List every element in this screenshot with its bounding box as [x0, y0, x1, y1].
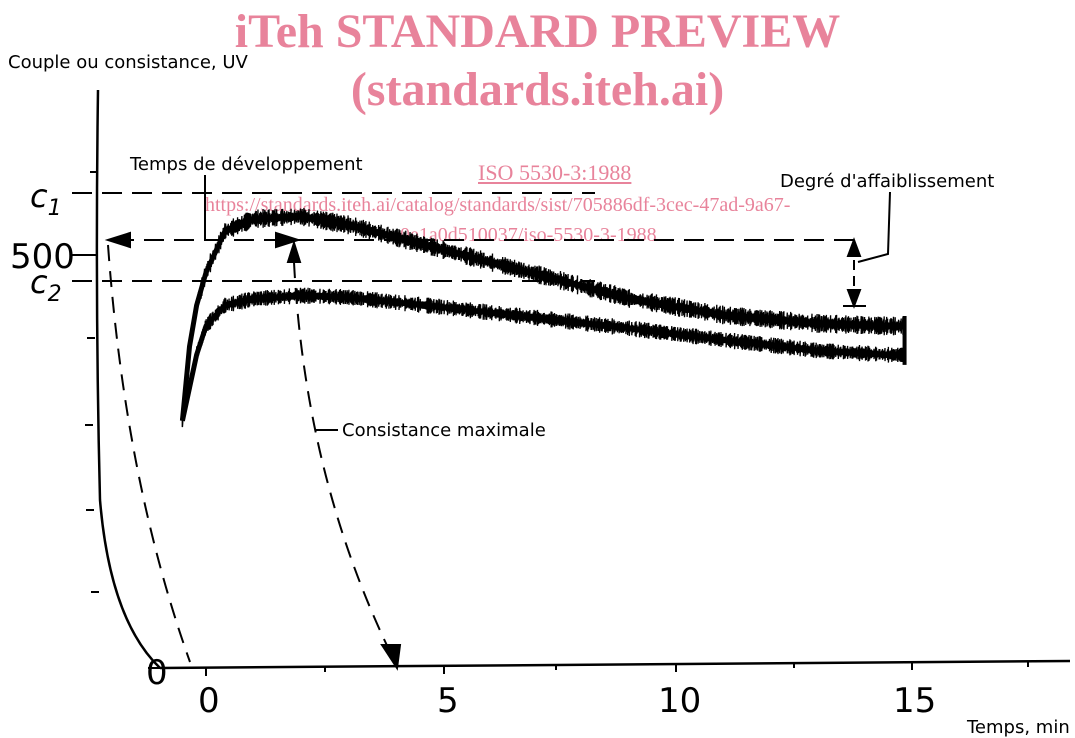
watermark-title: iTeh STANDARD PREVIEW: [234, 5, 841, 58]
time-axis-arrowhead: [380, 644, 402, 671]
axes: [72, 89, 1071, 676]
watermark-standard-link[interactable]: ISO 5530-3:1988: [478, 160, 632, 185]
x-axis-line: [159, 659, 1071, 670]
max-consistency-label: Consistance maximale: [342, 420, 546, 441]
watermark-url-line2[interactable]: 0e1a0d510037/iso-5530-3-1988: [400, 224, 657, 246]
y-minor-ticks: [72, 171, 166, 669]
x-axis-label: Temps, min: [966, 717, 1070, 738]
weakening-arrowhead-top: [846, 237, 862, 257]
development-start-drop: [107, 244, 191, 663]
series-2-core: [179, 293, 905, 422]
plot-area: [179, 207, 907, 428]
watermark-subtitle: (standards.iteh.ai): [350, 63, 725, 116]
y-axis-curve: [95, 89, 161, 669]
x-tick-label-15: 15: [893, 681, 936, 721]
arrow-right-head: [275, 231, 302, 249]
x-tick-label-10: 10: [658, 681, 701, 721]
development-time-label: Temps de développement: [129, 154, 363, 175]
series-2-curve: [179, 287, 905, 428]
max-consistency-drop: [293, 261, 395, 661]
series-2-band: [181, 287, 905, 428]
series-1-curve: [179, 207, 905, 428]
watermark-url-line1[interactable]: https://standards.iteh.ai/catalog/standa…: [205, 194, 791, 216]
arrow-left-head: [104, 231, 131, 249]
series-1-core: [179, 213, 905, 422]
reference-lines: [72, 192, 595, 282]
c2-label: c2: [30, 263, 62, 307]
x-minor-ticks: [205, 661, 1029, 676]
y-tick-label-0: 0: [146, 653, 168, 693]
weakening-leader: [857, 191, 891, 263]
y-axis-label: Couple ou consistance, UV: [8, 52, 249, 73]
c1-label: c1: [30, 177, 62, 221]
weakening-arrowhead-bottom: [846, 289, 862, 309]
weakening-degree-label: Degré d'affaiblissement: [780, 171, 994, 192]
max-consistency-arrowhead: [286, 239, 302, 263]
annotations: [104, 175, 891, 671]
x-tick-label-0: 0: [198, 681, 220, 721]
y-tick-label-500: 500: [10, 237, 75, 277]
x-tick-label-5: 5: [437, 681, 459, 721]
